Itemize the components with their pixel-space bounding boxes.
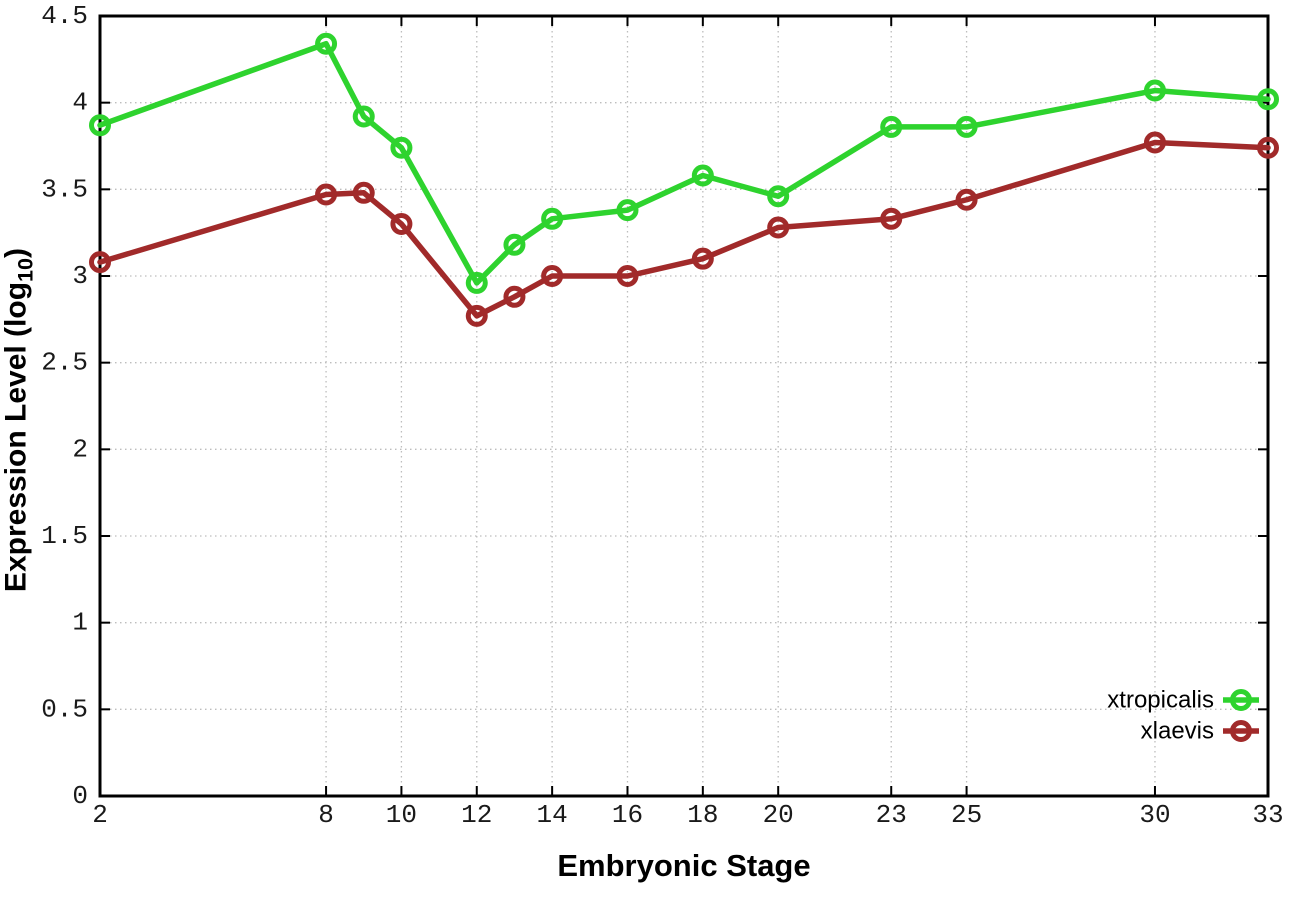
y-tick-label-4: 4 [72,88,88,118]
data-point-xlaevis-stage-16 [616,265,639,287]
data-point-xlaevis-stage-2 [89,251,111,274]
y-tick-label-3.5: 3.5 [41,174,88,204]
data-point-xlaevis-stage-9 [352,181,375,204]
data-point-xlaevis-stage-8 [315,183,338,206]
legend-marker-xtropicalis [1230,689,1252,711]
legend-marker-xlaevis [1230,720,1252,742]
y-tick-label-2: 2 [72,434,88,464]
y-tick-label-3: 3 [72,261,88,291]
data-point-xlaevis-stage-14 [541,265,564,287]
y-axis-title-text: Expression Level (log [0,281,33,593]
y-tick-label-1: 1 [72,608,88,638]
x-tick-label-12: 12 [461,800,492,830]
x-tick-label-25: 25 [951,800,982,830]
x-tick-label-20: 20 [763,800,794,830]
y-tick-label-1.5: 1.5 [41,521,88,551]
data-point-xtropicalis-stage-10 [390,136,413,159]
y-tick-label-2.5: 2.5 [41,348,88,378]
data-point-xlaevis-stage-20 [767,216,790,239]
legend-label-xtropicalis: xtropicalis [1107,687,1214,714]
data-point-xtropicalis-stage-12 [465,271,488,294]
data-point-xlaevis-stage-25 [955,188,978,211]
data-point-xlaevis-stage-10 [390,213,413,235]
y-axis-title-subscript: 10 [12,257,38,282]
y-axis-title: Expression Level (log10) [0,248,39,592]
data-point-xlaevis-stage-23 [880,207,903,230]
data-point-xtropicalis-stage-8 [315,32,338,55]
data-point-xtropicalis-stage-33 [1257,88,1279,111]
data-point-xtropicalis-stage-14 [541,207,564,230]
data-point-xtropicalis-stage-13 [503,233,526,256]
data-point-xlaevis-stage-33 [1257,136,1279,159]
y-tick-label-0.5: 0.5 [41,694,88,724]
data-point-xtropicalis-stage-2 [89,114,111,137]
x-tick-label-10: 10 [386,800,417,830]
legend-label-xlaevis: xlaevis [1141,718,1214,745]
x-tick-label-33: 33 [1252,800,1283,830]
data-point-xtropicalis-stage-20 [767,185,790,208]
data-point-xlaevis-stage-12 [465,304,488,327]
series-line-xlaevis [97,139,1271,319]
y-tick-label-0: 0 [72,781,88,811]
x-tick-label-14: 14 [537,800,568,830]
y-axis-title-paren: ) [0,247,33,258]
data-point-xtropicalis-stage-18 [691,164,714,187]
x-tick-label-8: 8 [318,800,334,830]
x-tick-label-18: 18 [687,800,718,830]
x-tick-label-30: 30 [1139,800,1170,830]
data-point-xtropicalis-stage-9 [352,105,375,128]
x-tick-label-16: 16 [612,800,643,830]
x-axis-title: Embryonic Stage [557,848,811,883]
data-point-xtropicalis-stage-16 [616,199,639,222]
data-point-xtropicalis-stage-25 [955,115,978,138]
x-tick-label-23: 23 [876,800,907,830]
data-point-xtropicalis-stage-23 [880,115,903,138]
y-tick-label-4.5: 4.5 [41,1,88,31]
plot-border [98,14,1270,798]
data-point-xtropicalis-stage-30 [1143,79,1166,102]
x-tick-label-2: 2 [92,800,108,830]
data-point-xlaevis-stage-18 [691,247,714,270]
data-point-xlaevis-stage-13 [503,285,526,308]
data-point-xlaevis-stage-30 [1143,131,1166,154]
